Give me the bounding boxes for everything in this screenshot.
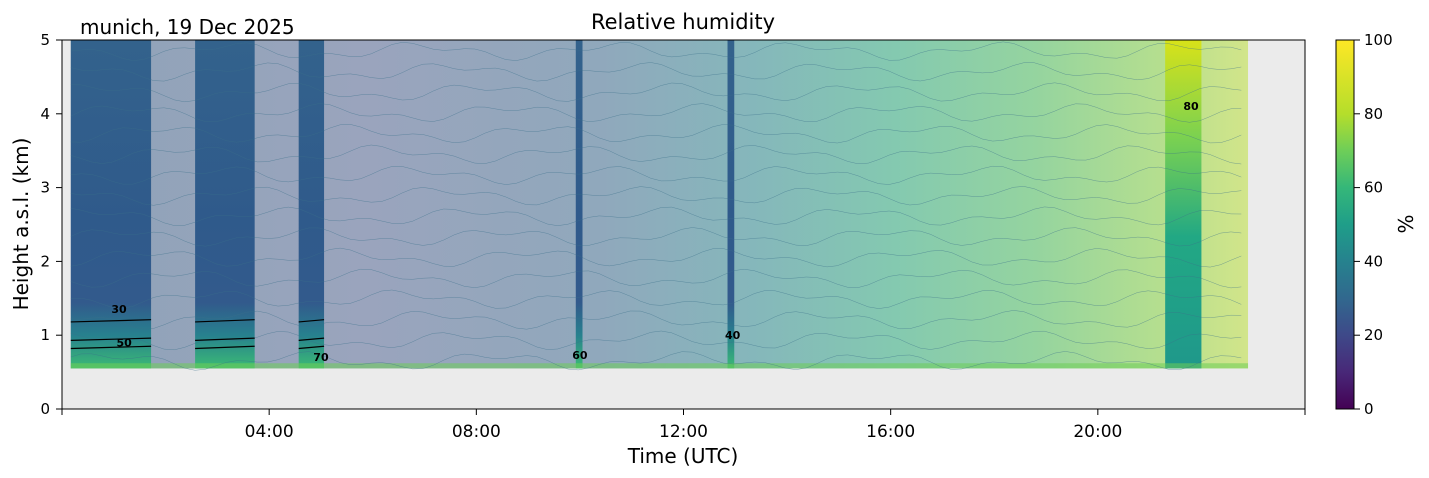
contour-line — [70, 124, 1242, 144]
contour-line-bold — [195, 337, 255, 341]
contour-lines — [70, 41, 1242, 371]
y-tick-label: 1 — [40, 326, 50, 344]
contour-line — [70, 310, 1242, 330]
y-tick-label: 4 — [40, 105, 50, 123]
colorbar-gradient — [1335, 39, 1355, 410]
dense-band-end — [1165, 40, 1202, 369]
contour-line-bold — [195, 345, 255, 350]
dense-band-3 — [575, 40, 583, 369]
contour-line-bold — [298, 345, 325, 350]
x-tick-label: 16:00 — [866, 422, 915, 442]
colorbar-tick-label: 40 — [1364, 252, 1383, 270]
contour-line — [70, 247, 1242, 268]
colorbar-tick-label: 0 — [1364, 400, 1374, 418]
x-tick-label: 20:00 — [1073, 422, 1122, 442]
contour-label-1: 50 — [116, 336, 132, 349]
contour-line — [70, 227, 1242, 247]
x-tick-label: 12:00 — [659, 422, 708, 442]
contour-line-bold — [70, 345, 152, 350]
contour-line — [70, 351, 1242, 371]
colorbar-tick-label: 100 — [1364, 31, 1393, 49]
x-tick-label: 04:00 — [245, 422, 294, 442]
contour-label-2: 70 — [313, 351, 329, 364]
colorbar: 0 20 40 60 80 100 % — [1335, 31, 1418, 418]
contour-label-4: 40 — [725, 329, 741, 342]
dense-band-1 — [195, 40, 255, 369]
dense-band-4 — [727, 40, 735, 369]
contour-line-bold — [70, 337, 152, 341]
contour-line — [70, 103, 1242, 123]
y-axis-label: Height a.s.l. (km) — [9, 138, 33, 311]
contour-line-bold — [70, 319, 152, 323]
y-tick-label: 5 — [40, 31, 50, 49]
contour-line-bold — [298, 337, 325, 341]
surface-layer — [70, 363, 1249, 369]
contour-line — [70, 289, 1242, 309]
chart-title: Relative humidity — [591, 10, 775, 34]
y-tick-label: 0 — [40, 400, 50, 418]
colorbar-tick-label: 80 — [1364, 105, 1383, 123]
humidity-field — [70, 40, 1249, 369]
contour-label-3: 60 — [572, 349, 588, 362]
contour-line — [70, 186, 1242, 206]
contour-line — [70, 41, 1242, 61]
y-axis-ticks: 0 1 2 3 4 5 — [40, 31, 62, 418]
contour-line — [70, 82, 1242, 103]
contour-label-5: 80 — [1183, 100, 1199, 113]
colorbar-label: % — [1394, 214, 1418, 233]
contour-line — [70, 330, 1242, 351]
dense-band-2 — [298, 40, 325, 369]
contour-line-bold — [195, 319, 255, 323]
contour-line — [70, 206, 1242, 226]
dense-band-0 — [70, 40, 152, 369]
colorbar-tick-label: 20 — [1364, 326, 1383, 344]
x-tick-label: 08:00 — [452, 422, 501, 442]
y-tick-label: 3 — [40, 179, 50, 197]
contour-line — [70, 62, 1242, 82]
contour-line — [70, 268, 1242, 289]
contour-line — [70, 165, 1242, 185]
x-axis-ticks: 04:00 08:00 12:00 16:00 20:00 — [61, 409, 1306, 442]
contour-line — [70, 144, 1242, 165]
colorbar-ticks: 0 20 40 60 80 100 — [1354, 31, 1393, 418]
y-tick-label: 2 — [40, 252, 50, 270]
colorbar-tick-label: 60 — [1364, 179, 1383, 197]
heatmap-field — [70, 40, 1249, 371]
contour-label-0: 30 — [111, 303, 127, 316]
contour-line-bold — [298, 319, 325, 323]
x-axis-label: Time (UTC) — [627, 444, 739, 468]
location-date-label: munich, 19 Dec 2025 — [80, 15, 295, 39]
contour-labels: 30 50 70 60 40 80 — [111, 100, 1199, 364]
